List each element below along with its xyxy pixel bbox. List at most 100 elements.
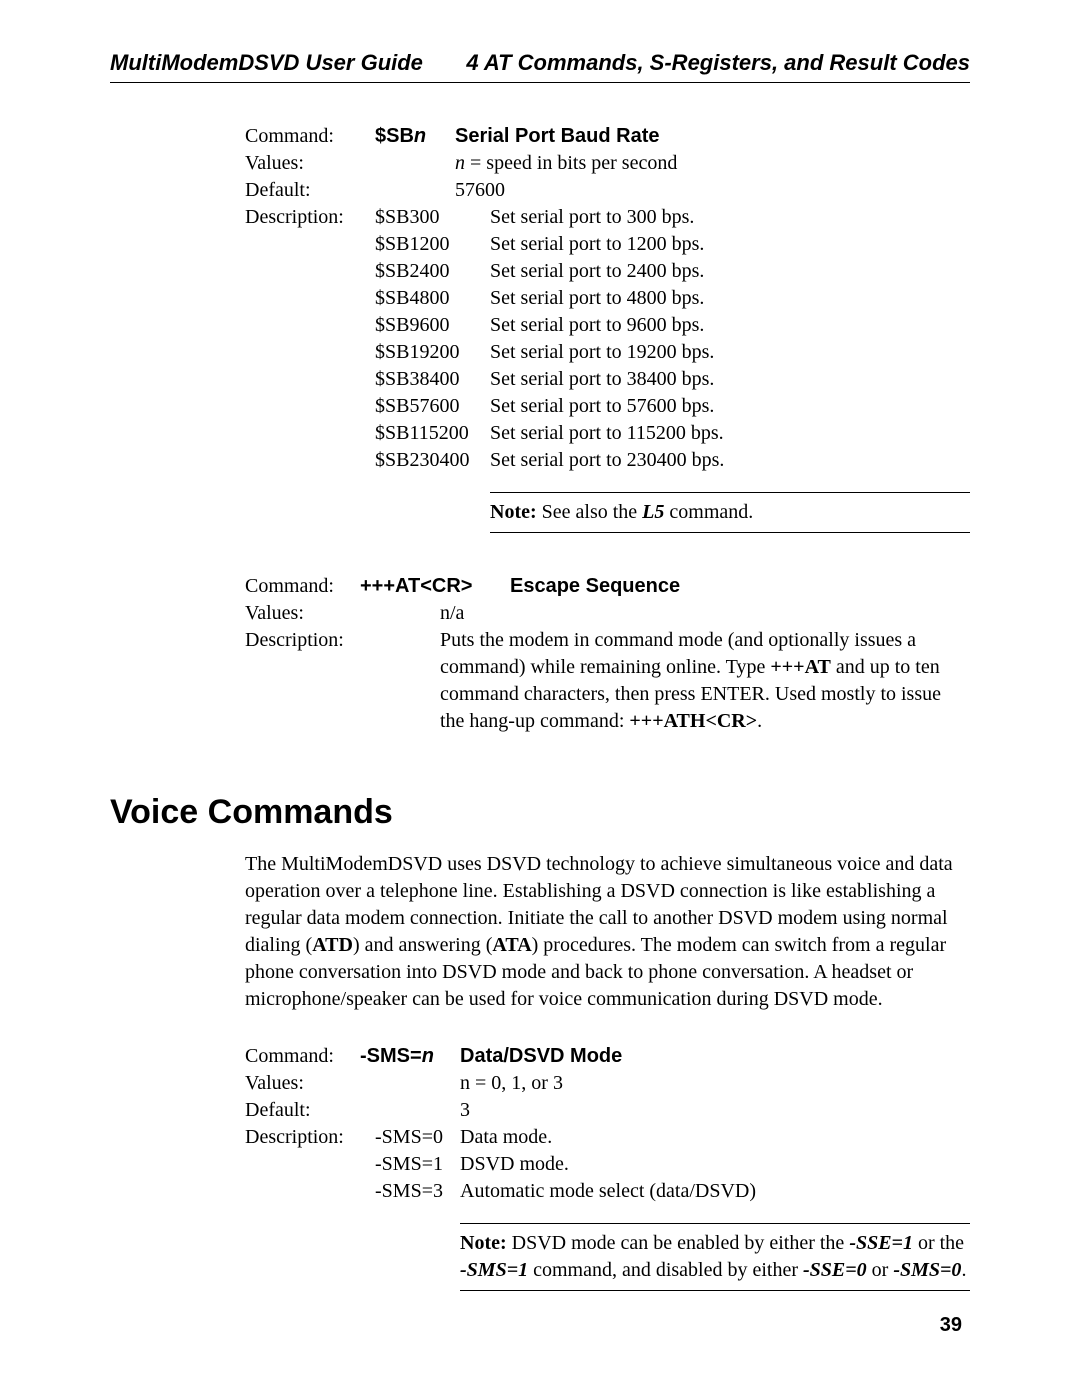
- sb-code-prefix: $SB: [375, 125, 414, 147]
- label-description: Description:: [245, 204, 375, 231]
- note-label: Note:: [490, 501, 537, 523]
- escape-command-block: Command: +++AT<CR> Escape Sequence Value…: [245, 573, 970, 735]
- sb-desc-0: Set serial port to 300 bps.: [490, 204, 694, 231]
- sb-desc-row-0: Description: $SB300 Set serial port to 3…: [245, 204, 970, 231]
- sms-desc-row-1: -SMS=1DSVD mode.: [245, 1151, 970, 1178]
- esc-command-row: Command: +++AT<CR> Escape Sequence: [245, 573, 970, 600]
- page-number: 39: [940, 1314, 962, 1337]
- sb-desc-row-9: $SB230400Set serial port to 230400 bps.: [245, 447, 970, 474]
- label-description: Description:: [245, 627, 440, 654]
- sb-desc-1: Set serial port to 1200 bps.: [490, 231, 704, 258]
- sb-cmd-0: $SB300: [375, 204, 490, 231]
- sms-values-value: n = 0, 1, or 3: [460, 1070, 563, 1097]
- sms-cmd-0: -SMS=0: [375, 1124, 460, 1151]
- sb-code-var: n: [414, 125, 426, 147]
- sms-code-var: n: [422, 1045, 434, 1067]
- sb-desc-row-6: $SB38400Set serial port to 38400 bps.: [245, 366, 970, 393]
- sms-title: Data/DSVD Mode: [460, 1043, 622, 1070]
- sms-command-row: Command: -SMS=n Data/DSVD Mode: [245, 1043, 970, 1070]
- sb-cmd-9: $SB230400: [375, 447, 490, 474]
- vp-b2: ATA: [492, 934, 531, 956]
- label-command: Command:: [245, 1043, 360, 1070]
- sb-desc-row-7: $SB57600Set serial port to 57600 bps.: [245, 393, 970, 420]
- sb-cmd-7: $SB57600: [375, 393, 490, 420]
- sb-desc-3: Set serial port to 4800 bps.: [490, 285, 704, 312]
- sms-default-row: Default: 3: [245, 1097, 970, 1124]
- sb-default-value: 57600: [455, 177, 505, 204]
- sb-values-text: n = speed in bits per second: [455, 150, 677, 177]
- sb-desc-row-5: $SB19200Set serial port to 19200 bps.: [245, 339, 970, 366]
- page: MultiModemDSVD User Guide 4 AT Commands,…: [0, 0, 1080, 1397]
- sb-desc-row-1: $SB1200Set serial port to 1200 bps.: [245, 231, 970, 258]
- sb-command-row: Command: $SBn Serial Port Baud Rate: [245, 123, 970, 150]
- sb-note-1: See also the: [537, 501, 643, 523]
- label-values: Values:: [245, 150, 375, 177]
- sms-note: Note: DSVD mode can be enabled by either…: [460, 1223, 970, 1291]
- sms-n1: DSVD mode can be enabled by either the: [507, 1232, 850, 1254]
- label-command: Command:: [245, 123, 375, 150]
- label-description: Description:: [245, 1124, 375, 1151]
- sb-note-2: command.: [664, 501, 753, 523]
- sb-desc-row-4: $SB9600Set serial port to 9600 bps.: [245, 312, 970, 339]
- sb-cmd-3: $SB4800: [375, 285, 490, 312]
- page-header: MultiModemDSVD User Guide 4 AT Commands,…: [110, 50, 970, 83]
- sb-desc-7: Set serial port to 57600 bps.: [490, 393, 714, 420]
- sms-default-value: 3: [460, 1097, 470, 1124]
- sb-desc-row-3: $SB4800Set serial port to 4800 bps.: [245, 285, 970, 312]
- vp-b1: ATD: [312, 934, 353, 956]
- sb-default-row: Default: 57600: [245, 177, 970, 204]
- sms-desc-1: DSVD mode.: [460, 1151, 569, 1178]
- sb-cmd-5: $SB19200: [375, 339, 490, 366]
- header-left: MultiModemDSVD User Guide: [110, 50, 423, 76]
- sb-desc-4: Set serial port to 9600 bps.: [490, 312, 704, 339]
- sb-desc-row-8: $SB115200Set serial port to 115200 bps.: [245, 420, 970, 447]
- sms-desc-row-0: Description: -SMS=0 Data mode.: [245, 1124, 970, 1151]
- sms-cmd-1: -SMS=1: [375, 1151, 460, 1178]
- label-values: Values:: [245, 1070, 460, 1097]
- sms-command-block: Command: -SMS=n Data/DSVD Mode Values: n…: [245, 1043, 970, 1291]
- label-values: Values:: [245, 600, 440, 627]
- sms-code: -SMS=n: [360, 1043, 460, 1070]
- sb-title: Serial Port Baud Rate: [455, 123, 660, 150]
- label-command: Command:: [245, 573, 360, 600]
- sb-cmd-2: $SB2400: [375, 258, 490, 285]
- voice-heading: Voice Commands: [110, 790, 970, 836]
- label-default: Default:: [245, 1097, 460, 1124]
- esc-values-value: n/a: [440, 600, 464, 627]
- sb-values-var: n: [455, 152, 465, 174]
- sb-cmd-1: $SB1200: [375, 231, 490, 258]
- sb-desc-9: Set serial port to 230400 bps.: [490, 447, 724, 474]
- sb-code: $SBn: [375, 123, 455, 150]
- sb-cmd-6: $SB38400: [375, 366, 490, 393]
- sms-nb3: -SSE=0: [803, 1259, 867, 1281]
- sms-desc-0: Data mode.: [460, 1124, 552, 1151]
- sb-cmd-4: $SB9600: [375, 312, 490, 339]
- sms-cmd-2: -SMS=3: [375, 1178, 460, 1205]
- voice-paragraph: The MultiModemDSVD uses DSVD technology …: [245, 851, 970, 1013]
- sb-desc-row-2: $SB2400Set serial port to 2400 bps.: [245, 258, 970, 285]
- vp-2: ) and answering (: [353, 934, 492, 956]
- sb-desc-8: Set serial port to 115200 bps.: [490, 420, 724, 447]
- note-label: Note:: [460, 1232, 507, 1254]
- sb-note-cmd: L5: [642, 501, 664, 523]
- sms-values-row: Values: n = 0, 1, or 3: [245, 1070, 970, 1097]
- sb-command-block: Command: $SBn Serial Port Baud Rate Valu…: [245, 123, 970, 533]
- sb-desc-6: Set serial port to 38400 bps.: [490, 366, 714, 393]
- sb-desc-5: Set serial port to 19200 bps.: [490, 339, 714, 366]
- esc-d3: .: [757, 710, 762, 732]
- esc-desc: Puts the modem in command mode (and opti…: [440, 627, 970, 735]
- esc-b1: +++AT: [770, 656, 831, 678]
- esc-values-row: Values: n/a: [245, 600, 970, 627]
- label-default: Default:: [245, 177, 375, 204]
- sms-n3: command, and disabled by either: [528, 1259, 803, 1281]
- esc-code: +++AT<CR>: [360, 573, 510, 600]
- sms-desc-2: Automatic mode select (data/DSVD): [460, 1178, 756, 1205]
- sb-cmd-8: $SB115200: [375, 420, 490, 447]
- sb-values-rest: = speed in bits per second: [465, 152, 677, 174]
- sms-nb4: -SMS=0: [893, 1259, 961, 1281]
- sms-nb2: -SMS=1: [460, 1259, 528, 1281]
- sms-n5: .: [961, 1259, 966, 1281]
- esc-desc-row: Description: Puts the modem in command m…: [245, 627, 970, 735]
- sms-nb1: -SSE=1: [849, 1232, 913, 1254]
- header-right: 4 AT Commands, S-Registers, and Result C…: [466, 50, 970, 76]
